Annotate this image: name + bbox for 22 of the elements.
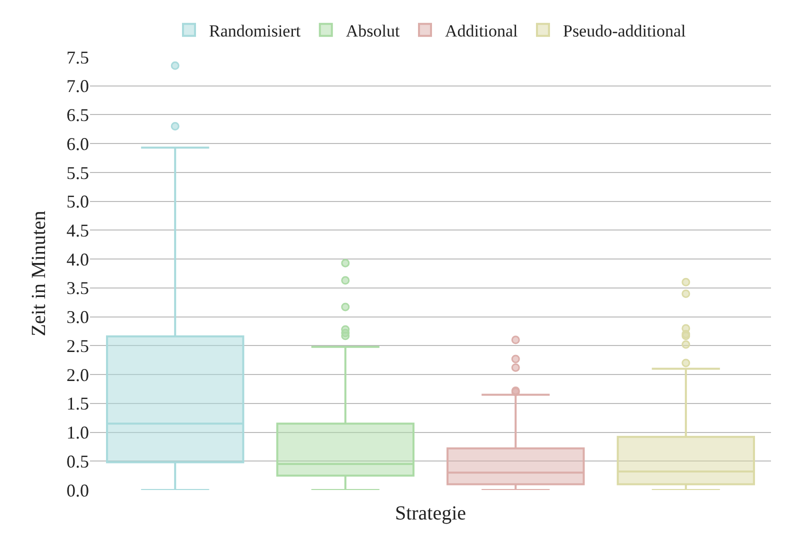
y-tick-label: 4.0 — [66, 249, 89, 270]
y-tick-label: 0.5 — [66, 451, 89, 472]
x-axis-title: Strategie — [394, 502, 466, 524]
y-tick-label: 0.0 — [66, 480, 89, 500]
y-axis-title: Zeit in Minuten — [28, 210, 50, 336]
legend-label: Absolut — [346, 22, 400, 41]
y-tick-label: 6.0 — [66, 134, 89, 154]
legend-label: Pseudo-additional — [562, 22, 686, 41]
y-tick-label: 3.0 — [66, 307, 89, 328]
y-tick-label: 1.0 — [66, 422, 89, 443]
y-tick-label: 2.5 — [66, 336, 89, 356]
y-tick-label: 1.5 — [66, 394, 89, 414]
y-tick-label: 5.0 — [66, 192, 89, 212]
y-tick-label: 3.5 — [66, 278, 89, 298]
legend-label: Randomisiert — [209, 22, 301, 41]
y-tick-label: 6.5 — [66, 105, 89, 126]
y-tick-label: 5.5 — [66, 162, 89, 183]
y-tick-label: 7.5 — [66, 47, 89, 68]
y-tick-label: 2.0 — [66, 364, 89, 385]
legend-label: Additional — [444, 22, 518, 41]
y-tick-label: 7.0 — [66, 76, 89, 96]
y-tick-label: 4.5 — [66, 220, 89, 240]
